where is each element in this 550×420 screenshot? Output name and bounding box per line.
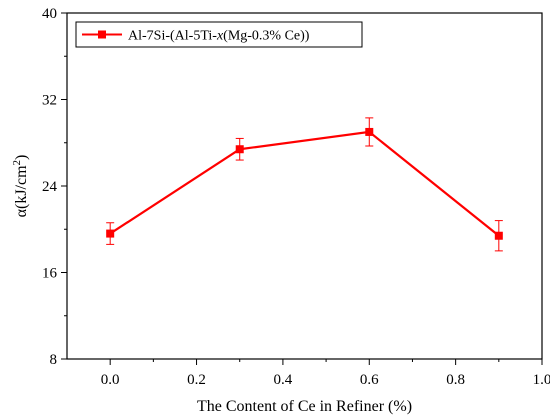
data-point-marker bbox=[494, 231, 503, 240]
legend-box bbox=[75, 21, 363, 48]
legend-marker-square bbox=[98, 30, 106, 39]
series-line bbox=[109, 130, 500, 237]
legend-label-italic: x bbox=[216, 29, 224, 44]
y-tick-label: 40 bbox=[42, 6, 57, 22]
y-axis-title-sup: 2 bbox=[11, 160, 23, 166]
x-tick-label: 1.0 bbox=[533, 372, 550, 388]
x-tick-label: 0.4 bbox=[274, 372, 293, 388]
data-point-marker bbox=[235, 145, 244, 154]
y-tick-label: 8 bbox=[50, 352, 58, 368]
y-tick-label: 24 bbox=[42, 179, 58, 195]
y-axis-title-base: α(kJ/cm bbox=[13, 165, 30, 217]
x-axis-title: The Content of Ce in Refiner (%) bbox=[197, 398, 412, 415]
y-tick-label: 16 bbox=[42, 266, 58, 282]
y-axis-title: α(kJ/cm2) bbox=[11, 155, 30, 218]
data-point-marker bbox=[365, 127, 374, 136]
legend: Al-7Si-(Al-5Ti-x(Mg-0.3% Ce)) bbox=[75, 21, 363, 48]
legend-label: Al-7Si-(Al-5Ti-x(Mg-0.3% Ce)) bbox=[128, 29, 310, 44]
plot-frame bbox=[66, 12, 543, 360]
x-tick-label: 0.6 bbox=[360, 372, 379, 388]
data-point-marker bbox=[106, 229, 115, 238]
axes: 0.0 0.2 0.4 0.6 0.8 1.0 8 16 24 32 40 bbox=[42, 6, 550, 388]
y-axis-title-end: ) bbox=[13, 155, 30, 160]
y-tick-label: 32 bbox=[42, 93, 57, 109]
x-tick-label: 0.8 bbox=[446, 372, 465, 388]
x-tick-label: 0.0 bbox=[101, 372, 120, 388]
legend-label-pre: Al-7Si-(Al-5Ti- bbox=[128, 29, 217, 44]
legend-label-post: (Mg-0.3% Ce)) bbox=[223, 29, 310, 44]
plot-area bbox=[106, 117, 503, 252]
x-tick-label: 0.2 bbox=[187, 372, 206, 388]
